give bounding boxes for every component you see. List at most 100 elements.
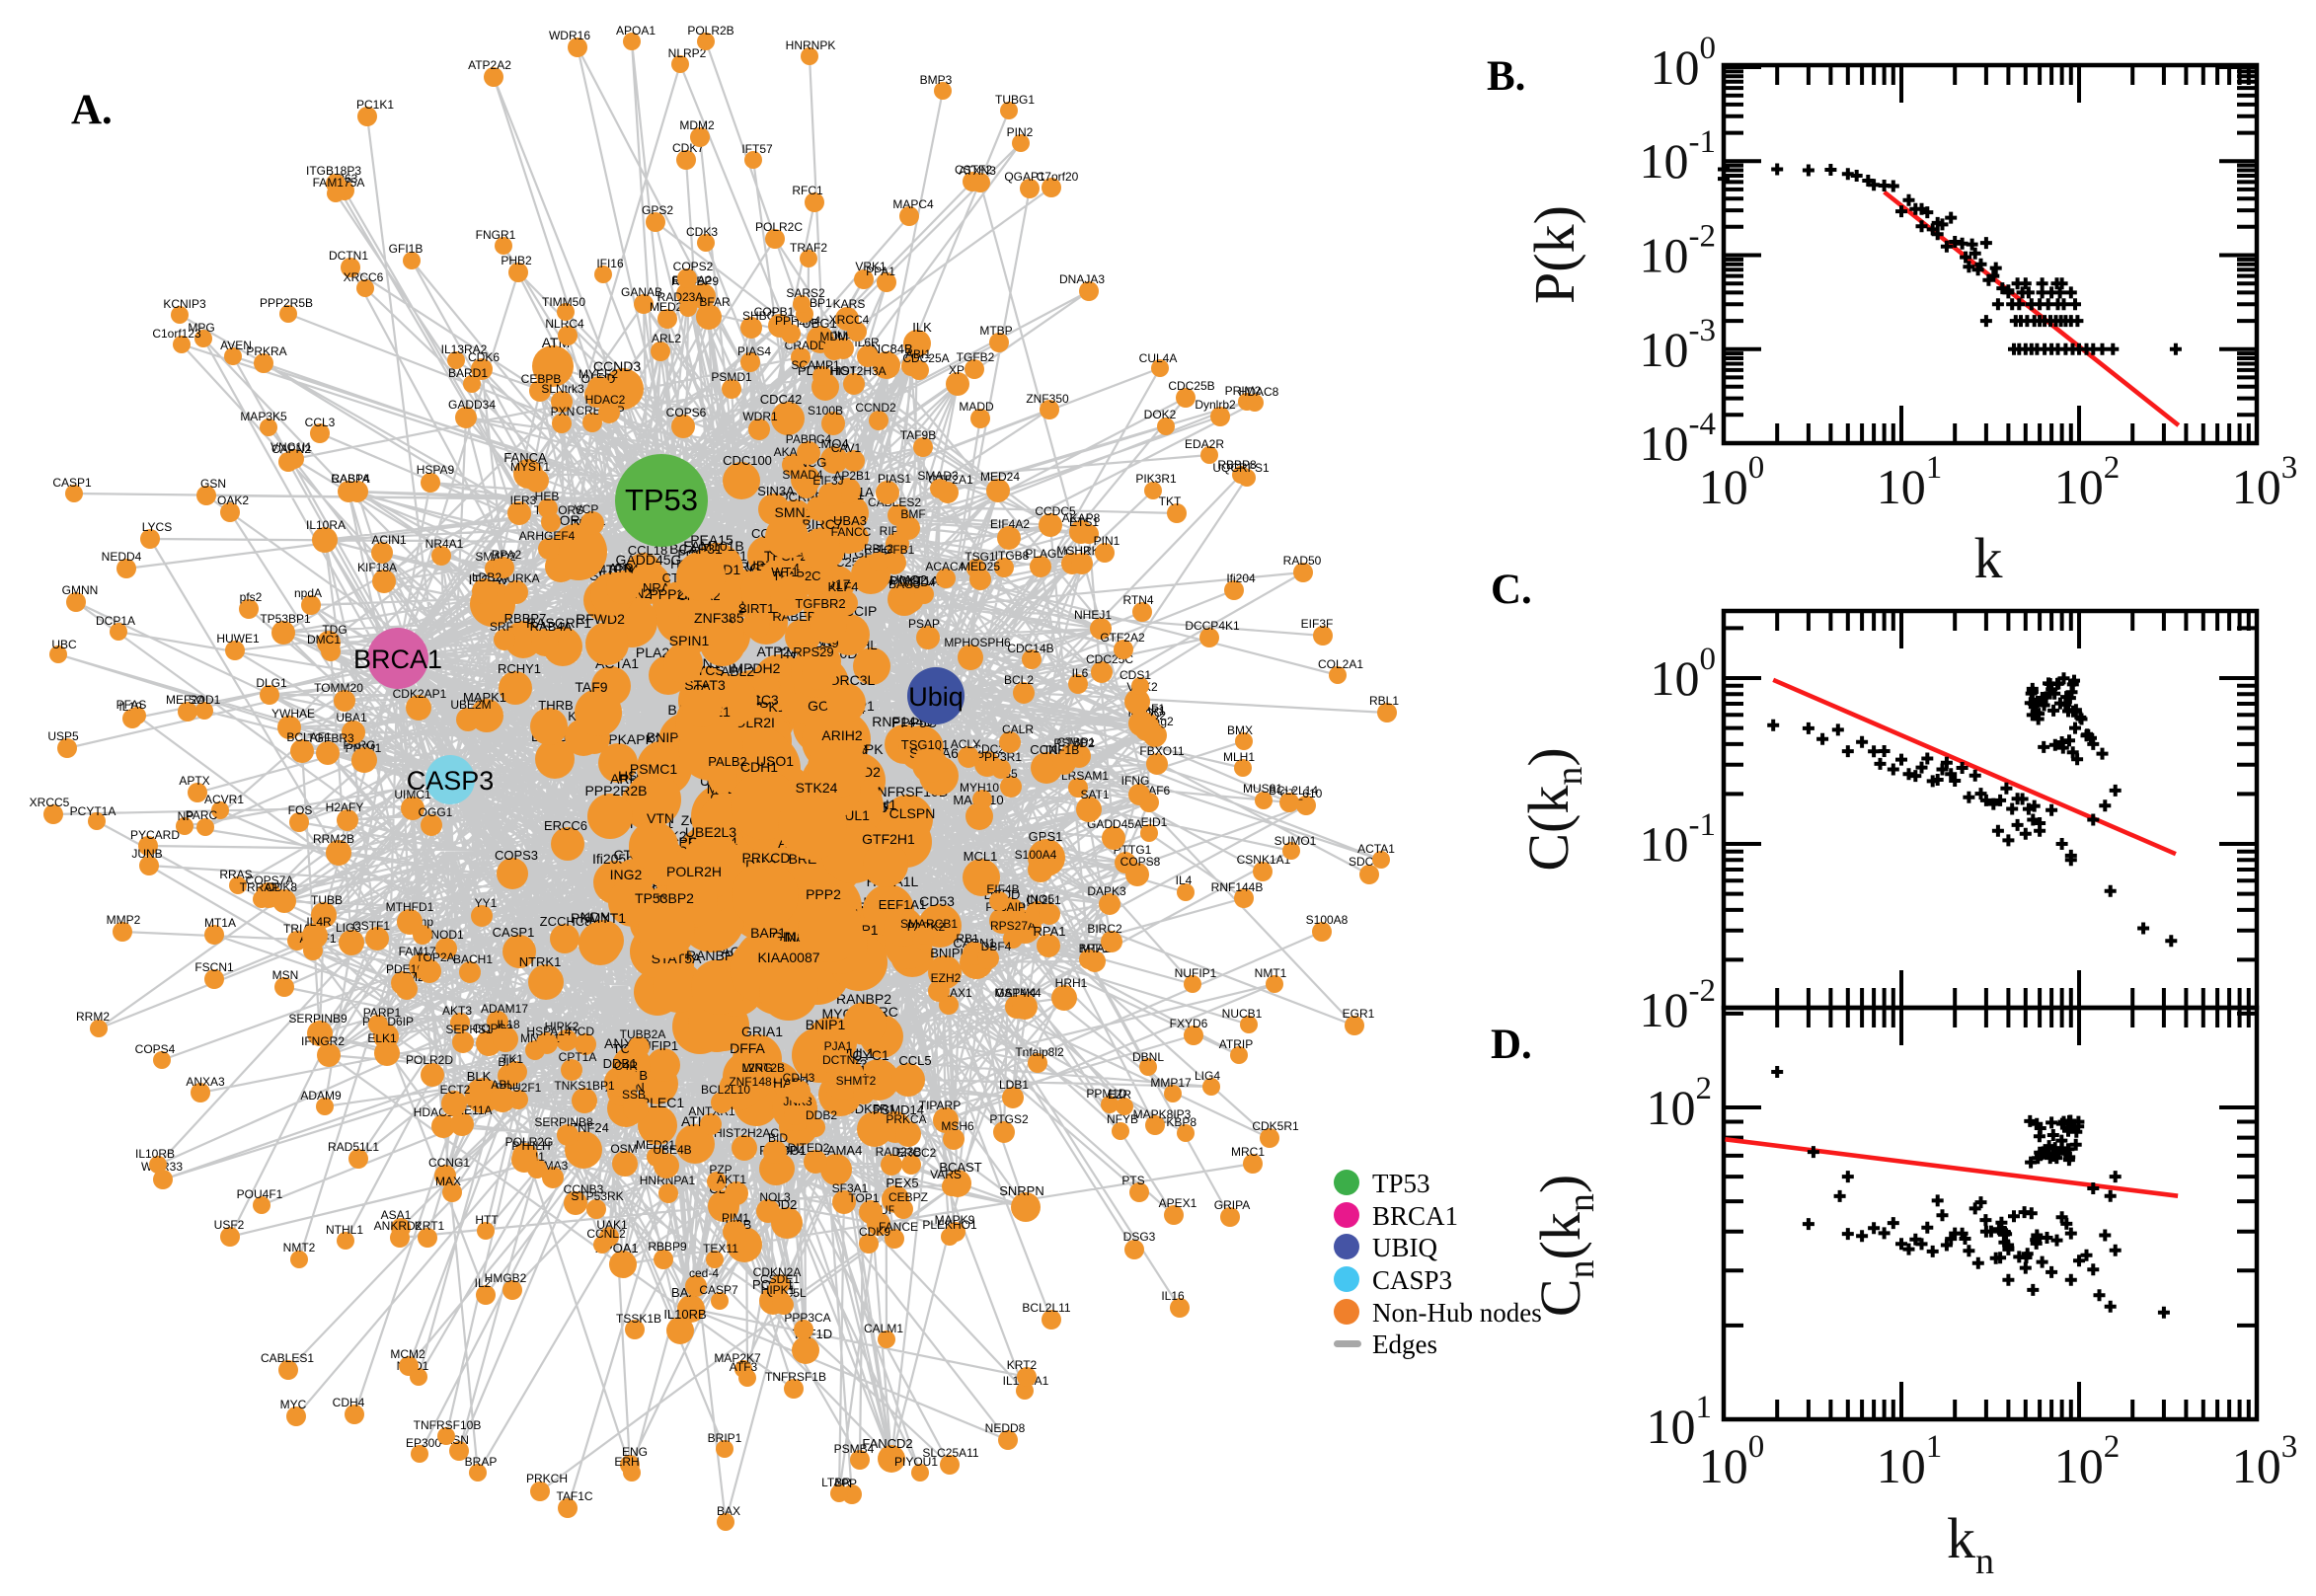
svg-text:HRH1: HRH1 [1055, 976, 1088, 990]
svg-text:Ifi204: Ifi204 [1226, 571, 1256, 585]
svg-text:DBNL: DBNL [1132, 1050, 1164, 1064]
svg-text:CDH3: CDH3 [783, 1071, 815, 1085]
svg-text:EZR: EZR [1108, 1088, 1131, 1102]
svg-text:PIM1: PIM1 [722, 1211, 749, 1225]
svg-text:USF2: USF2 [214, 1218, 245, 1232]
svg-text:LDB1: LDB1 [999, 1078, 1029, 1092]
svg-text:VTN: VTN [647, 810, 674, 826]
svg-text:DCP1A: DCP1A [96, 614, 135, 628]
svg-text:ERCC2: ERCC2 [896, 1146, 937, 1160]
svg-text:IL18: IL18 [497, 1018, 520, 1031]
svg-text:TOMM20: TOMM20 [314, 681, 363, 695]
svg-text:CALM1: CALM1 [864, 1322, 903, 1335]
svg-text:npdA: npdA [294, 586, 322, 600]
svg-text:PTGS2: PTGS2 [989, 1112, 1029, 1126]
svg-text:RPS27A: RPS27A [990, 919, 1036, 933]
svg-text:MCL1: MCL1 [964, 849, 998, 864]
svg-text:SLNtrk3: SLNtrk3 [541, 382, 584, 396]
svg-text:CDK6: CDK6 [468, 350, 500, 364]
svg-text:DNAJA3: DNAJA3 [1059, 272, 1105, 286]
svg-text:OAK2: OAK2 [217, 494, 249, 507]
svg-text:ERCC6: ERCC6 [544, 818, 587, 833]
svg-text:BCAP31: BCAP31 [669, 541, 723, 557]
svg-text:CDC25A: CDC25A [902, 351, 949, 365]
svg-text:RNF144B: RNF144B [1211, 880, 1264, 894]
svg-text:SPIN1: SPIN1 [669, 633, 710, 648]
svg-text:KIF18A: KIF18A [357, 561, 397, 574]
svg-text:PPP2: PPP2 [806, 886, 841, 902]
svg-text:BCL2L14: BCL2L14 [1269, 784, 1318, 798]
svg-text:COPS3: COPS3 [495, 848, 538, 863]
svg-text:BARD1: BARD1 [448, 366, 488, 380]
svg-text:MED23: MED23 [650, 300, 689, 314]
svg-text:TIPARP: TIPARP [919, 1099, 961, 1112]
svg-text:CEBPZ: CEBPZ [888, 1190, 928, 1204]
svg-text:TGFBR2: TGFBR2 [795, 596, 845, 611]
svg-text:MMP2: MMP2 [107, 913, 141, 927]
svg-text:KIAA0087: KIAA0087 [757, 950, 819, 965]
svg-text:ACACA: ACACA [925, 560, 965, 573]
svg-text:CSDE1: CSDE1 [760, 1272, 800, 1286]
svg-text:PTHLH: PTHLH [511, 1139, 550, 1153]
svg-text:CASP3: CASP3 [1372, 1265, 1452, 1295]
svg-text:CDH4: CDH4 [333, 1396, 365, 1409]
svg-text:YWHAE: YWHAE [271, 707, 315, 721]
svg-text:S100A4: S100A4 [1015, 848, 1057, 862]
svg-text:PC1K1: PC1K1 [356, 98, 394, 112]
svg-text:MCM2: MCM2 [390, 1347, 425, 1361]
svg-text:CASP7: CASP7 [699, 1283, 738, 1297]
svg-text:SHMT2: SHMT2 [836, 1074, 877, 1088]
svg-text:PABPC4: PABPC4 [786, 432, 832, 446]
svg-text:ZNF350: ZNF350 [1026, 392, 1069, 406]
svg-text:TOP1: TOP1 [848, 1191, 879, 1205]
svg-text:NLRC4: NLRC4 [545, 317, 584, 331]
svg-text:BRCA1: BRCA1 [1372, 1201, 1458, 1231]
svg-text:DSG3: DSG3 [1123, 1230, 1156, 1244]
svg-text:CAPN2: CAPN2 [271, 442, 311, 456]
svg-text:BCLAF1: BCLAF1 [286, 730, 332, 744]
svg-text:HSPA9: HSPA9 [417, 463, 455, 477]
svg-text:SEPHS1: SEPHS1 [445, 1023, 493, 1036]
svg-text:RRM2: RRM2 [76, 1010, 110, 1024]
svg-text:AKT3: AKT3 [442, 1004, 472, 1018]
svg-text:STAT3: STAT3 [684, 677, 726, 693]
svg-text:TSG1: TSG1 [965, 550, 996, 564]
svg-text:NP: NP [178, 809, 194, 823]
svg-text:APTX: APTX [179, 774, 209, 788]
svg-text:pfs2: pfs2 [240, 590, 263, 604]
svg-text:KLF4: KLF4 [827, 579, 858, 594]
svg-text:CABLES1: CABLES1 [261, 1351, 314, 1365]
svg-text:NUFIP1: NUFIP1 [1175, 966, 1217, 980]
svg-text:IER3: IER3 [510, 494, 537, 507]
svg-text:POU4F1: POU4F1 [237, 1187, 283, 1201]
svg-text:S100B: S100B [808, 404, 843, 418]
svg-text:PPA1: PPA1 [866, 265, 895, 278]
svg-text:ENG: ENG [622, 1445, 648, 1459]
svg-text:BCL2: BCL2 [1004, 673, 1034, 687]
svg-text:DMC1: DMC1 [307, 633, 341, 646]
svg-text:RAB4A: RAB4A [530, 619, 573, 634]
svg-text:CALR: CALR [1002, 722, 1034, 736]
svg-text:IL13RA2: IL13RA2 [441, 342, 488, 356]
svg-text:PLEC1: PLEC1 [641, 1095, 685, 1110]
svg-text:BACH1: BACH1 [453, 952, 493, 966]
svg-text:CASP4: CASP4 [331, 472, 370, 486]
svg-text:ZCCHC8: ZCCHC8 [540, 914, 592, 929]
svg-text:SF3A1: SF3A1 [832, 1181, 869, 1195]
svg-text:IL4: IL4 [1176, 874, 1193, 887]
svg-text:USO1: USO1 [756, 753, 794, 769]
svg-text:RPA1: RPA1 [1034, 924, 1066, 939]
svg-text:SMAD3: SMAD3 [917, 469, 959, 483]
svg-text:TSG101: TSG101 [901, 737, 949, 752]
svg-text:GPS1: GPS1 [1029, 829, 1063, 844]
svg-text:FOS: FOS [288, 803, 313, 817]
svg-text:DDB2: DDB2 [806, 1108, 837, 1122]
svg-text:BMX: BMX [1227, 723, 1253, 737]
svg-text:FANCC: FANCC [831, 525, 872, 539]
svg-text:UBE2L3: UBE2L3 [685, 824, 736, 840]
svg-text:Edges: Edges [1372, 1330, 1437, 1359]
svg-text:PSMD1: PSMD1 [711, 370, 752, 384]
svg-text:BFAR: BFAR [699, 295, 731, 309]
svg-text:FANCD2: FANCD2 [862, 1436, 912, 1451]
svg-text:PIK3R1: PIK3R1 [1135, 472, 1177, 486]
